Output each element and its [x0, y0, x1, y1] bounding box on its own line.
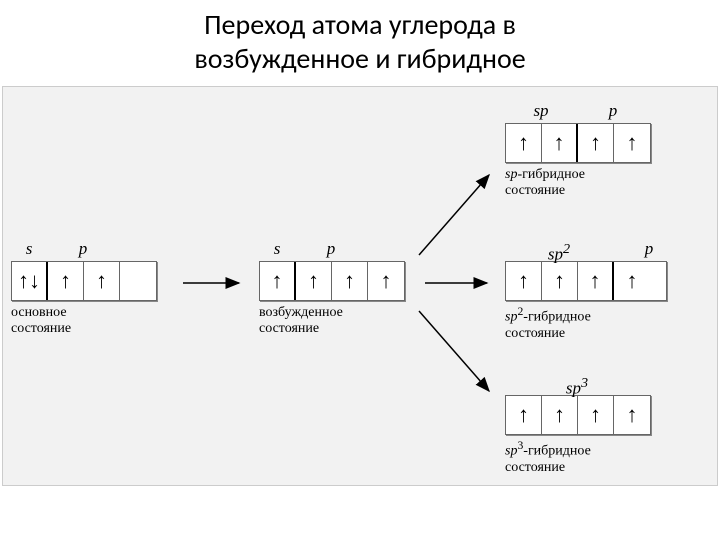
orbital-type-label: p: [65, 239, 101, 259]
orbital-type-label: p: [313, 239, 349, 259]
orbital-box: ↑: [506, 396, 542, 434]
state-caption: sp3-гибридноесостояние: [505, 439, 651, 476]
orbital-boxes: ↑↑↑↑: [259, 261, 405, 301]
state-ground: sp↑↓↑↑основноесостояние: [11, 239, 157, 337]
orbital-box: ↑: [578, 262, 614, 300]
orbital-labels: sp: [11, 239, 157, 259]
orbital-box: ↑: [578, 124, 614, 162]
orbital-box: ↑: [332, 262, 368, 300]
orbital-box: ↑: [48, 262, 84, 300]
orbital-box: ↑: [84, 262, 120, 300]
orbital-labels: sp3: [505, 373, 651, 393]
diagram-canvas: sp↑↓↑↑основноесостояниеsp↑↑↑↑возбужденно…: [2, 86, 718, 486]
orbital-box: ↑: [614, 262, 650, 300]
state-caption: возбужденноесостояние: [259, 305, 405, 337]
orbital-box: ↑: [260, 262, 296, 300]
orbital-box: ↑: [542, 124, 578, 162]
orbital-type-label: [613, 239, 631, 259]
orbital-box: ↑: [506, 262, 542, 300]
orbital-type-label: [577, 101, 595, 121]
orbital-box: ↑: [614, 124, 650, 162]
orbital-type-label: [295, 239, 313, 259]
orbital-box: ↑: [614, 396, 650, 434]
transition-arrow: [419, 175, 489, 255]
orbital-labels: sp: [259, 239, 405, 259]
orbital-box: ↑: [368, 262, 404, 300]
orbital-type-label: s: [11, 239, 47, 259]
orbital-box: ↑↓: [12, 262, 48, 300]
state-caption: sp-гибридноесостояние: [505, 167, 651, 199]
orbital-box: ↑: [542, 262, 578, 300]
orbital-labels: spp: [505, 101, 651, 121]
state-sp3: sp3↑↑↑↑sp3-гибридноесостояние: [505, 373, 651, 476]
orbital-type-label: sp3: [505, 373, 649, 393]
title-line2: возбужденное и гибридное: [194, 41, 525, 76]
state-caption: основноесостояние: [11, 305, 157, 337]
transition-arrow: [419, 311, 489, 391]
orbital-boxes: ↑↑↑↑: [505, 261, 667, 301]
orbital-type-label: [47, 239, 65, 259]
state-caption: sp2-гибридноесостояние: [505, 305, 667, 342]
orbital-type-label: sp2: [505, 239, 613, 259]
title-line1: Переход атома углерода в: [204, 7, 516, 42]
orbital-box: ↑: [542, 396, 578, 434]
state-sp2: sp2p↑↑↑↑sp2-гибридноесостояние: [505, 239, 667, 342]
orbital-type-label: s: [259, 239, 295, 259]
orbital-type-label: p: [631, 239, 667, 259]
orbital-boxes: ↑↑↑↑: [505, 395, 651, 435]
orbital-type-label: p: [595, 101, 631, 121]
orbital-box: [120, 262, 156, 300]
orbital-labels: sp2 p: [505, 239, 667, 259]
orbital-box: ↑: [578, 396, 614, 434]
orbital-box: ↑: [506, 124, 542, 162]
state-sp: spp↑↑↑↑sp-гибридноесостояние: [505, 101, 651, 199]
orbital-boxes: ↑↑↑↑: [505, 123, 651, 163]
orbital-boxes: ↑↓↑↑: [11, 261, 157, 301]
state-excited: sp↑↑↑↑возбужденноесостояние: [259, 239, 405, 337]
orbital-type-label: sp: [505, 101, 577, 121]
page-title: Переход атома углерода в возбужденное и …: [0, 0, 720, 75]
orbital-box: ↑: [296, 262, 332, 300]
